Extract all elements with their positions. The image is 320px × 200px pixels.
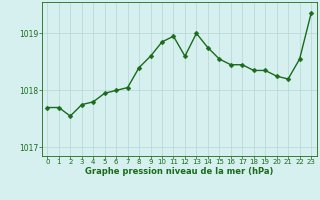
X-axis label: Graphe pression niveau de la mer (hPa): Graphe pression niveau de la mer (hPa) (85, 167, 273, 176)
